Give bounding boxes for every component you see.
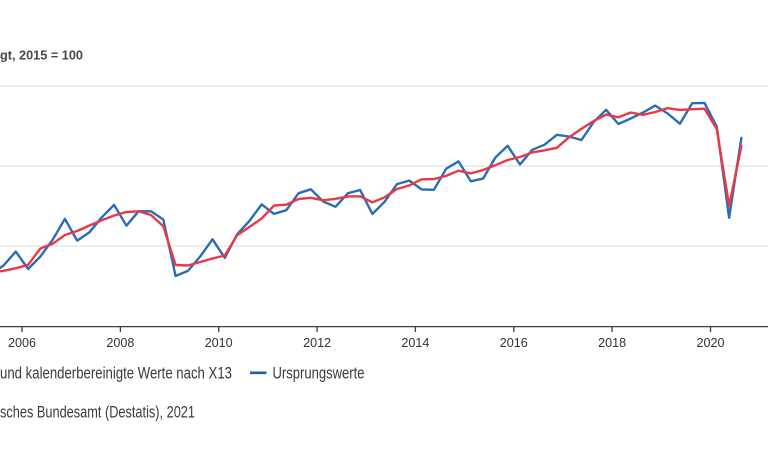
svg-text:und kalenderbereinigte Werte n: und kalenderbereinigte Werte nach X13 [0, 363, 232, 382]
svg-text:2006: 2006 [8, 335, 36, 350]
svg-text:2010: 2010 [205, 335, 233, 350]
svg-text:Ursprungswerte: Ursprungswerte [273, 363, 365, 382]
svg-text:gt, 2015 = 100: gt, 2015 = 100 [0, 48, 83, 63]
svg-text:2020: 2020 [697, 335, 725, 350]
svg-text:2014: 2014 [401, 335, 429, 350]
svg-text:2018: 2018 [598, 335, 626, 350]
svg-text:2016: 2016 [500, 335, 528, 350]
svg-text:2012: 2012 [303, 335, 331, 350]
svg-text:2008: 2008 [106, 335, 134, 350]
svg-text:sches Bundesamt (Destatis), 20: sches Bundesamt (Destatis), 2021 [0, 402, 195, 421]
